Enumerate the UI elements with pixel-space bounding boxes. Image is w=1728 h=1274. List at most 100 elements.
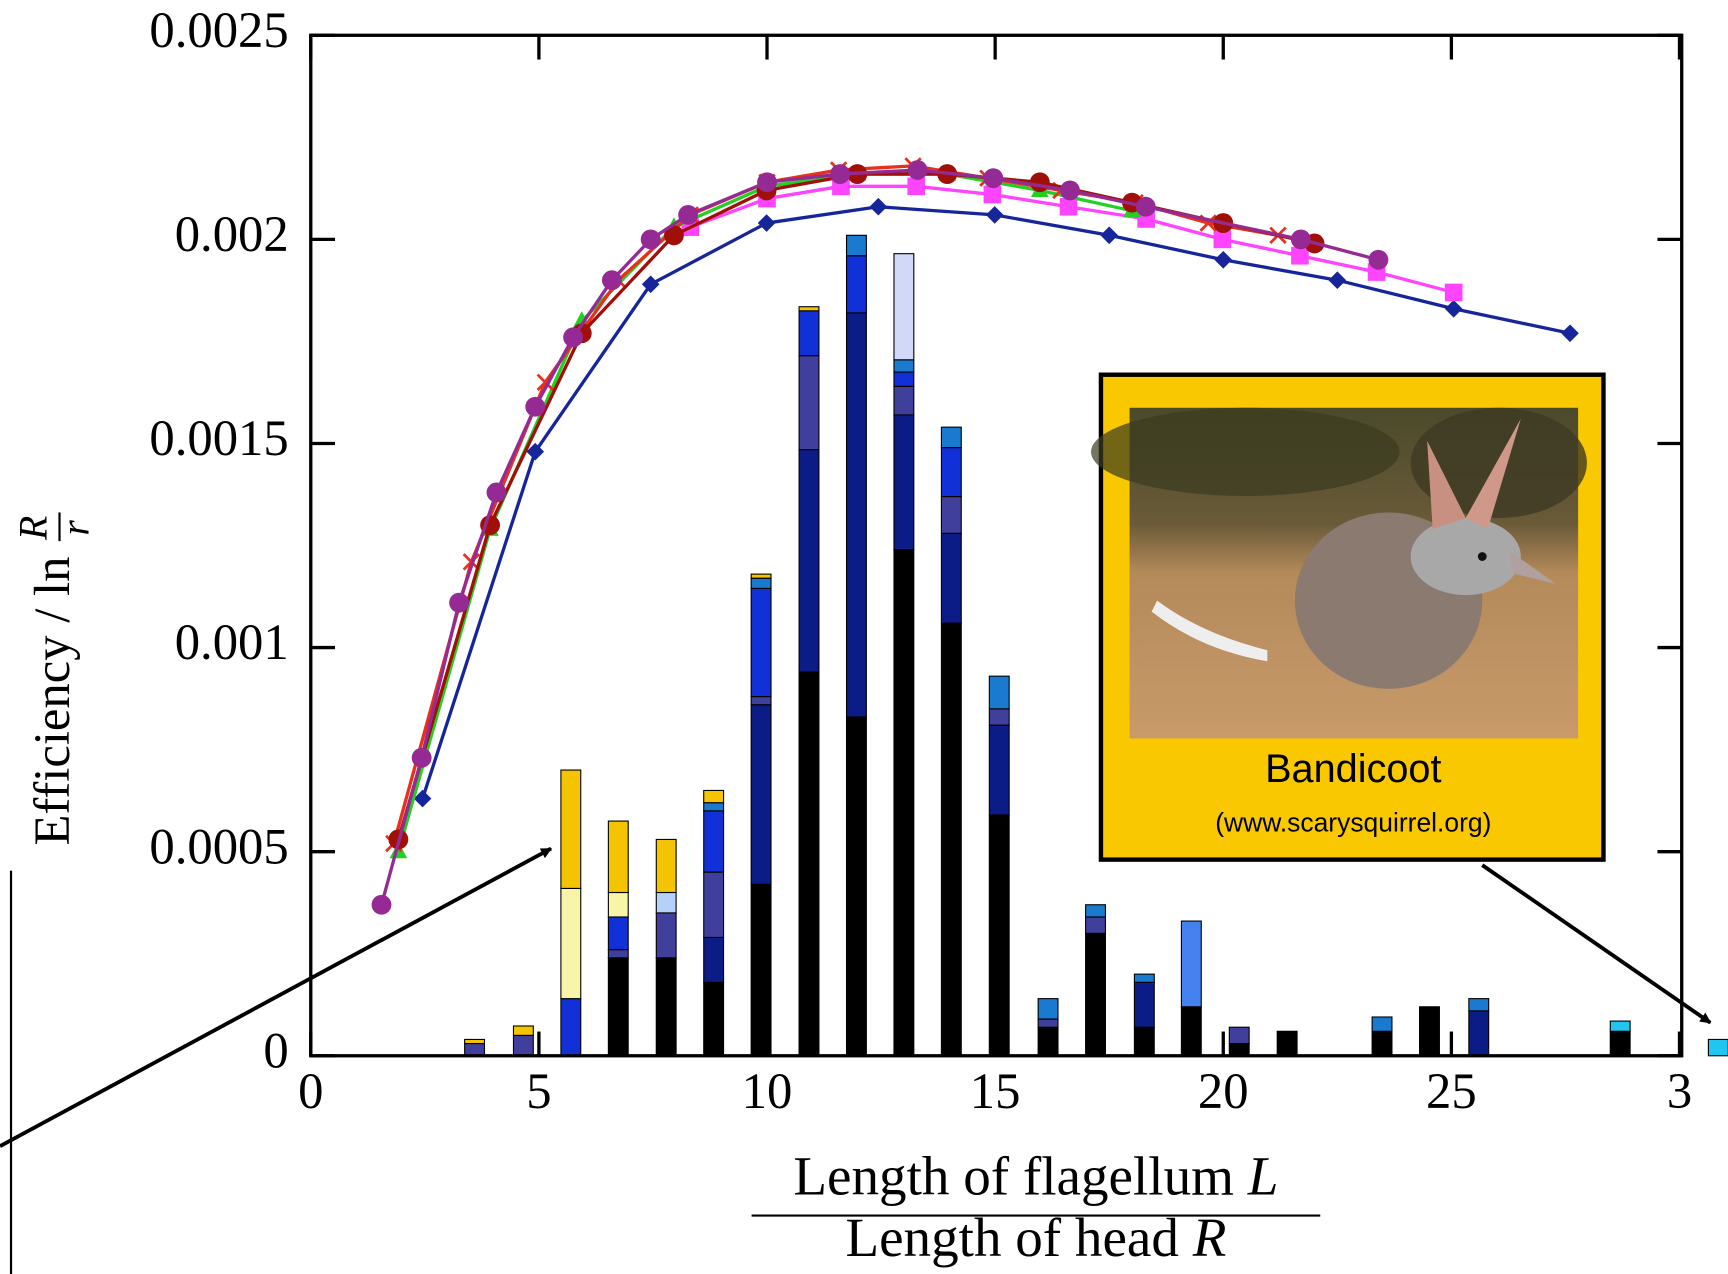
bar-segment <box>750 573 772 579</box>
bar-segment <box>1276 1030 1298 1057</box>
y-label-text: Efficiency / ln <box>24 557 80 846</box>
bar-segment <box>1037 1018 1059 1028</box>
marker <box>563 327 584 348</box>
bar-segment <box>1468 1010 1490 1057</box>
x-tick-label: 0 <box>298 1063 323 1119</box>
x-tick-label: 20 <box>1198 1063 1249 1119</box>
bar-segment <box>703 936 725 983</box>
marker <box>1135 196 1156 217</box>
bar-segment <box>1707 1038 1728 1057</box>
bar-segment <box>845 716 867 1057</box>
marker <box>907 177 926 196</box>
bar-segment <box>1180 1006 1202 1057</box>
y-tick-label: 0.0015 <box>149 410 288 466</box>
bar-segment <box>750 696 772 706</box>
marker <box>601 270 622 291</box>
bar-segment <box>940 532 962 624</box>
bar-segment <box>560 998 582 1057</box>
photo-head <box>1410 517 1521 596</box>
bar-segment <box>464 1042 486 1057</box>
bar-segment <box>1228 1042 1250 1057</box>
bar-segment <box>1037 1026 1059 1057</box>
photo-ear <box>1427 440 1466 529</box>
marker <box>983 168 1004 189</box>
marker <box>1368 249 1389 270</box>
bar-segment <box>845 234 867 257</box>
bar-segment <box>1609 1030 1631 1057</box>
inset-title: Bandicoot <box>1265 747 1441 791</box>
bar-segment <box>940 622 962 1057</box>
marker <box>757 172 777 193</box>
x-tick-label: 15 <box>970 1063 1021 1119</box>
bar-segment <box>1609 1020 1631 1032</box>
y-tick-label: 0.001 <box>175 614 289 670</box>
inset-photo <box>1091 407 1587 739</box>
marker <box>1444 283 1463 302</box>
bar-segment <box>655 957 677 1057</box>
bar-segment <box>988 708 1010 726</box>
marker <box>1291 246 1309 265</box>
bar-segment <box>750 704 772 885</box>
axes: 0 0.0005 0.001 0.0015 0.002 0.0025 0 5 10 15 20 25 3 <box>149 2 1692 1119</box>
photo-ear <box>1465 418 1521 529</box>
bar-segment <box>512 1025 534 1036</box>
bar-segment <box>798 306 820 312</box>
bar-segment <box>607 949 629 959</box>
bar-segment <box>1468 998 1490 1012</box>
bar-segment <box>893 385 915 416</box>
marker <box>830 164 850 184</box>
arrow <box>1481 863 1712 1025</box>
bar-segment <box>703 802 725 812</box>
marker <box>1328 271 1347 290</box>
bar-segment <box>750 577 772 589</box>
bar-segment <box>798 310 820 357</box>
x-tick-label: 25 <box>1426 1063 1477 1119</box>
bar-segment <box>893 371 915 387</box>
y-label-numerator: R <box>12 516 56 541</box>
bar-segment <box>798 671 820 1057</box>
bar-segment <box>607 916 629 951</box>
bar-segment <box>1371 1016 1393 1032</box>
marker <box>413 789 432 808</box>
bar-segment <box>512 1034 534 1057</box>
x-tick-label: 5 <box>526 1063 551 1119</box>
bar-segment <box>607 820 629 894</box>
marker <box>525 396 546 417</box>
bar-segment <box>1419 1006 1440 1057</box>
y-tick-label: 0 <box>263 1022 288 1078</box>
x-tick-label: 3 <box>1667 1063 1692 1119</box>
x-label-numerator: Length of flagellum L <box>793 1145 1278 1206</box>
marker <box>983 185 1002 204</box>
bar-segment <box>1180 920 1202 1008</box>
bar-segment <box>655 912 677 959</box>
inset-source: (www.scarysquirrel.org) <box>1215 807 1491 837</box>
marker <box>1214 250 1233 269</box>
bar-segment <box>893 359 915 373</box>
marker <box>640 229 661 250</box>
arrow <box>0 846 552 1148</box>
bar-segment <box>940 495 962 534</box>
marker <box>985 206 1004 224</box>
marker <box>678 204 699 225</box>
photo-bush <box>1091 407 1400 496</box>
bar-segment <box>798 449 820 673</box>
bar-segment <box>1371 1030 1393 1057</box>
photo-eye <box>1477 552 1487 561</box>
x-axis-label: Length of flagellum L Length of head R <box>751 1145 1321 1268</box>
y-label-denominator: r <box>53 520 97 536</box>
marker <box>757 214 776 232</box>
bar-segment <box>1133 981 1155 1028</box>
bar-segment <box>798 355 820 451</box>
bar-segment <box>750 587 772 698</box>
bar-segment <box>607 957 629 1057</box>
marker <box>1213 230 1232 249</box>
bar-segment <box>1085 904 1106 918</box>
x-label-denominator-var: R <box>1192 1207 1227 1268</box>
inset: Bandicoot (www.scarysquirrel.org) <box>1091 372 1606 862</box>
marker <box>1290 229 1311 250</box>
bar-segment <box>607 891 629 918</box>
marker <box>1060 180 1080 201</box>
line-layer <box>371 157 1579 915</box>
x-label-denominator-text: Length of head <box>845 1207 1179 1268</box>
